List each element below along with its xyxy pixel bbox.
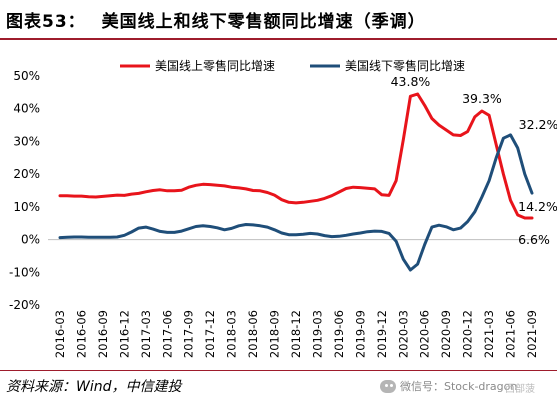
x-tick-label: 2020-03: [396, 310, 410, 358]
y-tick-label: 10%: [13, 200, 40, 214]
x-tick-label: 2019-09: [353, 310, 367, 358]
watermark-text: 微信号：Stock-dragon: [400, 380, 518, 393]
legend-label: 美国线上零售同比增速: [155, 58, 275, 73]
figure-header: 图表53： 美国线上和线下零售额同比增速（季调）: [0, 0, 557, 40]
x-tick-label: 2020-12: [461, 310, 475, 358]
legend-label: 美国线下零售同比增速: [345, 58, 465, 73]
figure-title-row: 图表53： 美国线上和线下零售额同比增速（季调）: [6, 7, 426, 32]
x-tick-label: 2019-06: [332, 310, 346, 358]
y-tick-label: 0%: [21, 233, 40, 247]
y-tick-label: -10%: [9, 265, 40, 279]
x-tick-label: 2017-06: [160, 310, 174, 358]
y-tick-label: 20%: [13, 167, 40, 181]
x-tick-label: 2018-06: [246, 310, 260, 358]
x-tick-label: 2019-03: [310, 310, 324, 358]
x-tick-label: 2016-09: [96, 310, 110, 358]
x-tick-label: 2018-03: [225, 310, 239, 358]
x-tick-label: 2017-09: [182, 310, 196, 358]
x-tick-label: 2017-03: [139, 310, 153, 358]
y-tick-label: 50%: [13, 69, 40, 83]
brand-logo: 西部菠: [505, 384, 535, 395]
data-label: 6.6%: [518, 232, 550, 247]
figure-title: 美国线上和线下零售额同比增速（季调）: [101, 12, 426, 32]
y-tick-label: 40%: [13, 102, 40, 116]
x-tick-label: 2021-09: [525, 310, 539, 358]
x-tick-label: 2021-03: [482, 310, 496, 358]
x-tick-label: 2020-09: [439, 310, 453, 358]
y-tick-label: -20%: [9, 298, 40, 312]
x-tick-label: 2020-06: [418, 310, 432, 358]
x-tick-label: 2018-09: [268, 310, 282, 358]
x-tick-label: 2018-12: [289, 310, 303, 358]
offline-series-line: [58, 133, 534, 272]
wechat-watermark: 微信号：Stock-dragon: [380, 378, 517, 394]
footer-divider: [0, 370, 557, 371]
x-tick-label: 2016-03: [53, 310, 67, 358]
x-tick-label: 2019-12: [375, 310, 389, 358]
data-label: 43.8%: [391, 74, 431, 89]
data-label: 14.2%: [518, 199, 557, 214]
y-tick-label: 30%: [13, 134, 40, 148]
source-note: 资料来源：Wind，中信建投: [6, 379, 182, 395]
data-label: 32.2%: [519, 117, 557, 132]
x-tick-label: 2016-12: [117, 310, 131, 358]
line-chart: -20% -10% 0% 10% 20% 30% 40% 50% 2016-03 2016-06 2…: [9, 58, 557, 358]
data-label: 39.3%: [462, 91, 502, 106]
online-series-line: [58, 92, 534, 220]
figure-number: 图表53：: [6, 12, 86, 32]
x-tick-label: 2021-06: [504, 310, 518, 358]
x-tick-label: 2016-06: [74, 310, 88, 358]
x-tick-label: 2017-12: [203, 310, 217, 358]
wechat-icon: [380, 379, 396, 393]
